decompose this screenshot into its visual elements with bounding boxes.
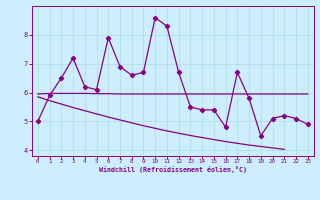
X-axis label: Windchill (Refroidissement éolien,°C): Windchill (Refroidissement éolien,°C) <box>99 166 247 173</box>
